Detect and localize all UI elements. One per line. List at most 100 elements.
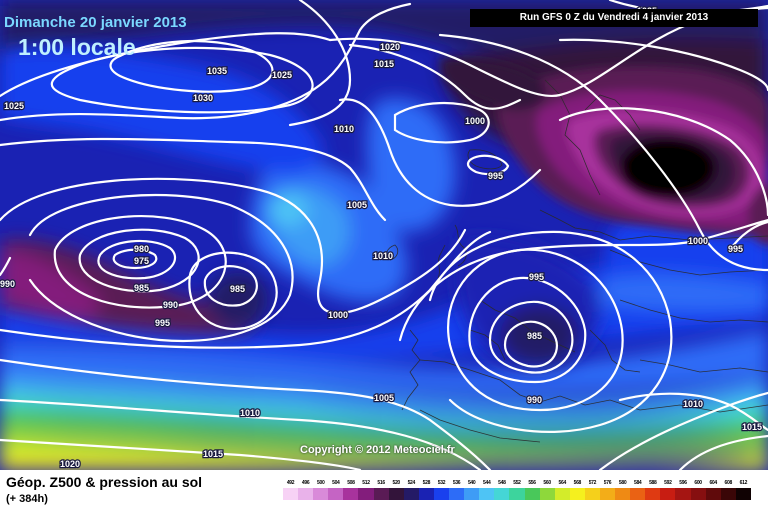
isobar-labels: 1035103010251025102010151025101010009951… (0, 5, 763, 470)
scale-color (584, 488, 600, 500)
scale-color (675, 488, 691, 500)
forecast-time: 1:00 locale (18, 34, 136, 60)
scale-color (569, 488, 585, 500)
isobar-label: 1005 (347, 200, 367, 210)
scale-color (599, 488, 616, 500)
scale-color (479, 488, 495, 500)
scale-value: 588 (649, 480, 657, 486)
scale-swatch: 520 (388, 478, 404, 502)
scale-value: 504 (332, 480, 340, 486)
scale-color (645, 488, 661, 500)
scale-color (660, 488, 676, 500)
scale-color (509, 488, 525, 500)
scale-color (313, 488, 329, 500)
scale-color (418, 488, 434, 500)
scale-value: 580 (618, 480, 627, 486)
isobar-label: 1035 (207, 66, 227, 76)
isobar-label: 980 (134, 244, 149, 254)
scale-swatch: 576 (599, 478, 616, 502)
scale-swatch: 568 (569, 478, 585, 502)
scale-swatch: 528 (418, 478, 434, 502)
isobar-label: 990 (0, 279, 15, 289)
scale-value: 536 (452, 480, 461, 486)
isobar-label: 975 (134, 256, 149, 266)
scale-color (298, 488, 314, 500)
scale-color (615, 488, 631, 500)
scale-value: 492 (286, 480, 295, 486)
scale-value: 572 (588, 480, 597, 486)
scale-value: 544 (483, 480, 491, 486)
scale-value: 564 (558, 480, 567, 486)
scale-value: 508 (347, 480, 355, 486)
scale-color (328, 488, 344, 500)
scale-color (433, 488, 450, 500)
scale-value: 568 (573, 480, 582, 486)
scale-color (705, 488, 721, 500)
isobar-label: 990 (527, 395, 542, 405)
scale-color (524, 488, 540, 500)
scale-swatch: 536 (449, 478, 465, 502)
isobar-label: 1020 (380, 42, 400, 52)
scale-color (449, 488, 465, 500)
scale-value: 576 (603, 480, 612, 486)
scale-color (358, 488, 374, 500)
scale-value: 528 (422, 480, 431, 486)
weather-map: 1035103010251025102010151025101010009951… (0, 0, 768, 470)
model-run-info: Run GFS 0 Z du Vendredi 4 janvier 2013 (470, 9, 758, 27)
forecast-date: Dimanche 20 janvier 2013 (4, 14, 187, 31)
scale-swatch: 612 (735, 478, 751, 502)
scale-swatch: 592 (660, 478, 676, 502)
scale-color (735, 488, 751, 500)
scale-value: 584 (633, 480, 642, 486)
isobar-label: 1015 (742, 422, 762, 432)
scale-value: 552 (513, 480, 521, 486)
isobar-label: 1005 (374, 393, 394, 403)
scale-value: 596 (679, 480, 687, 486)
scale-value: 520 (392, 480, 400, 486)
scale-swatch: 564 (554, 478, 570, 502)
isobar-label: 1010 (683, 399, 703, 409)
legend-subtitle: (+ 384h) (6, 493, 48, 505)
isobar-label: 1015 (374, 59, 394, 69)
scale-swatch: 492 (283, 478, 299, 502)
scale-swatch: 508 (343, 478, 359, 502)
scale-value: 532 (437, 480, 446, 486)
scale-swatch: 552 (509, 478, 525, 502)
scale-color (464, 488, 480, 500)
isobar-label: 1020 (60, 459, 80, 469)
scale-swatch: 584 (630, 478, 646, 502)
isobar-label: 985 (527, 331, 542, 341)
scale-color (554, 488, 570, 500)
scale-value: 548 (498, 480, 506, 486)
scale-swatch: 500 (313, 478, 329, 502)
scale-swatch: 608 (720, 478, 736, 502)
scale-swatch: 524 (403, 478, 419, 502)
isobar-label: 1010 (240, 408, 260, 418)
scale-swatch: 504 (328, 478, 344, 502)
isobar-label: 995 (529, 272, 544, 282)
scale-color (539, 488, 555, 500)
scale-swatch: 556 (524, 478, 540, 502)
scale-value: 560 (543, 480, 551, 486)
isobar-label: 1015 (203, 449, 223, 459)
scale-color (494, 488, 510, 500)
scale-swatch: 604 (705, 478, 721, 502)
color-scale: 492 496 500 504 508 512 516 520 524 528 532 536 540 5… (283, 478, 751, 502)
scale-color (373, 488, 389, 500)
scale-value: 612 (739, 480, 748, 486)
scale-swatch: 560 (539, 478, 555, 502)
isobar-label: 1010 (373, 251, 393, 261)
scale-swatch: 540 (464, 478, 480, 502)
scale-color (343, 488, 359, 500)
scale-swatch: 532 (433, 478, 450, 502)
isobar-label: 1000 (328, 310, 348, 320)
scale-color (403, 488, 419, 500)
scale-swatch: 580 (615, 478, 631, 502)
scale-value: 608 (724, 480, 733, 486)
scale-value: 556 (528, 480, 536, 486)
isobar-label: 1000 (465, 116, 485, 126)
isobar-label: 985 (230, 284, 245, 294)
isobar-label: 995 (728, 244, 743, 254)
isobar-label: 1025 (4, 101, 24, 111)
